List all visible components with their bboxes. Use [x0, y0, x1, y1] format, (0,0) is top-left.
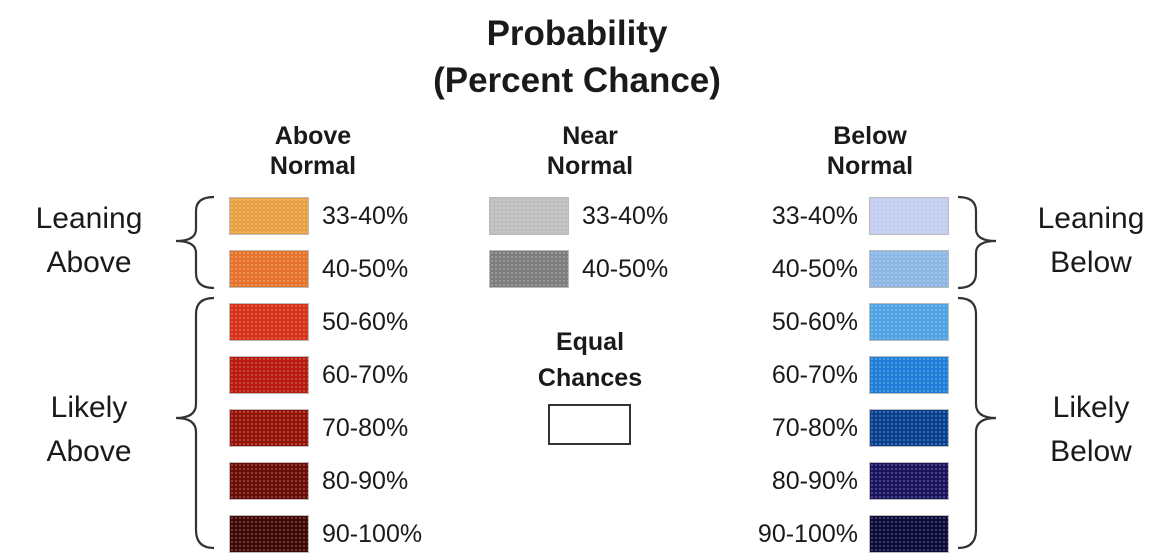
above-normal-header: Above Normal — [269, 122, 357, 180]
legend-title: Probability — [486, 14, 668, 53]
above-normal-70-80pct-swatch — [229, 409, 309, 447]
below-normal-60-70pct-label: 60-70% — [771, 361, 858, 389]
near-normal-40-50pct-label: 40-50% — [582, 255, 669, 283]
above-normal-40-50pct-swatch — [229, 250, 309, 288]
below-normal-33-40pct-swatch — [869, 197, 949, 235]
below-normal-90-100pct-swatch — [869, 515, 949, 553]
above-normal-33-40pct-label: 33-40% — [322, 202, 409, 230]
below-normal-50-60pct-label: 50-60% — [771, 308, 858, 336]
below-normal-40-50pct-swatch — [869, 250, 949, 288]
likely-below-label: Likely Below — [1050, 391, 1132, 468]
below-normal-40-50pct-label: 40-50% — [771, 255, 858, 283]
near-normal-33-40pct-swatch — [489, 197, 569, 235]
above-normal-60-70pct-swatch — [229, 356, 309, 394]
equal-chances-swatch — [548, 404, 631, 445]
likely-below-brace — [957, 296, 997, 550]
below-normal-header: Below Normal — [826, 122, 914, 180]
above-normal-90-100pct-swatch — [229, 515, 309, 553]
near-normal-33-40pct-label: 33-40% — [582, 202, 669, 230]
above-normal-50-60pct-swatch — [229, 303, 309, 341]
below-normal-70-80pct-swatch — [869, 409, 949, 447]
leaning-below-label: Leaning Below — [1037, 202, 1145, 279]
below-normal-60-70pct-swatch — [869, 356, 949, 394]
above-normal-50-60pct-label: 50-60% — [322, 308, 409, 336]
leaning-above-brace — [175, 195, 215, 290]
legend-subtitle: (Percent Chance) — [433, 61, 721, 100]
near-normal-40-50pct-swatch — [489, 250, 569, 288]
above-normal-40-50pct-label: 40-50% — [322, 255, 409, 283]
above-normal-90-100pct-label: 90-100% — [322, 520, 423, 548]
above-normal-80-90pct-label: 80-90% — [322, 467, 409, 495]
above-normal-60-70pct-label: 60-70% — [322, 361, 409, 389]
above-normal-70-80pct-label: 70-80% — [322, 414, 409, 442]
likely-above-brace — [175, 296, 215, 550]
below-normal-80-90pct-label: 80-90% — [771, 467, 858, 495]
likely-above-label: Likely Above — [46, 391, 132, 468]
below-normal-80-90pct-swatch — [869, 462, 949, 500]
above-normal-33-40pct-swatch — [229, 197, 309, 235]
below-normal-33-40pct-label: 33-40% — [771, 202, 858, 230]
above-normal-80-90pct-swatch — [229, 462, 309, 500]
below-normal-90-100pct-label: 90-100% — [757, 520, 858, 548]
below-normal-50-60pct-swatch — [869, 303, 949, 341]
leaning-below-brace — [957, 195, 997, 290]
near-normal-header: Near Normal — [546, 122, 634, 180]
leaning-above-label: Leaning Above — [35, 202, 143, 279]
equal-chances-label: Equal Chances — [537, 328, 643, 392]
below-normal-70-80pct-label: 70-80% — [771, 414, 858, 442]
